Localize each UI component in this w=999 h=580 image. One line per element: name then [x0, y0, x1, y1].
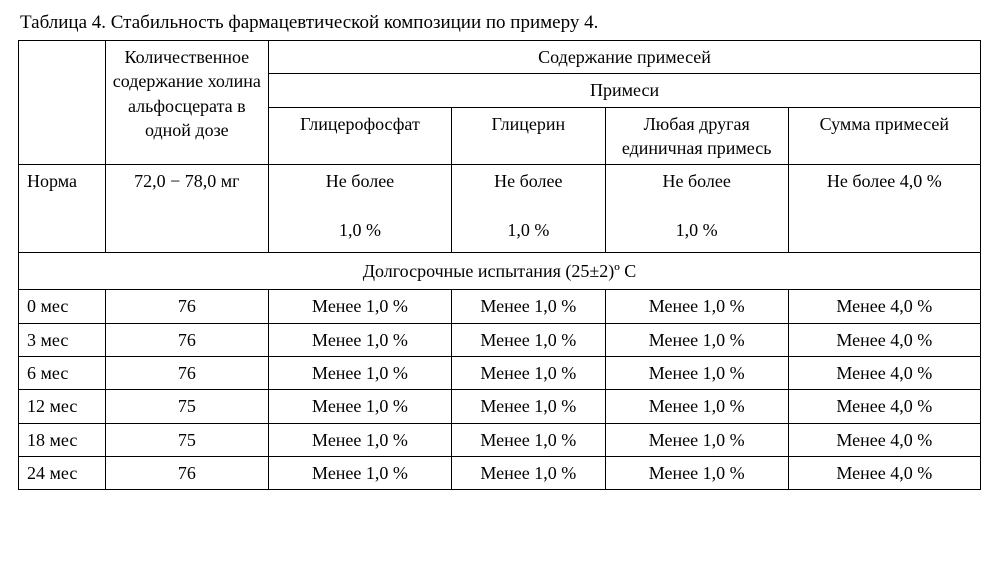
header-impurities-group: Содержание примесей	[269, 41, 981, 74]
row-sum: Менее 4,0 %	[788, 356, 980, 389]
row-time: 3 мес	[19, 323, 106, 356]
table-row-norma: Норма 72,0 − 78,0 мг Не более 1,0 % Не б…	[19, 165, 981, 253]
row-g1: Менее 1,0 %	[269, 423, 452, 456]
row-dose: 76	[105, 290, 269, 323]
row-g3: Менее 1,0 %	[605, 390, 788, 423]
table-row: 18 мес75Менее 1,0 %Менее 1,0 %Менее 1,0 …	[19, 423, 981, 456]
section-title: Долгосрочные испытания (25±2)º С	[19, 253, 981, 290]
row-sum: Менее 4,0 %	[788, 323, 980, 356]
norma-g2-line2: 1,0 %	[507, 220, 549, 240]
table-row: 6 мес76Менее 1,0 %Менее 1,0 %Менее 1,0 %…	[19, 356, 981, 389]
row-g1: Менее 1,0 %	[269, 356, 452, 389]
row-g3: Менее 1,0 %	[605, 290, 788, 323]
row-dose: 76	[105, 456, 269, 489]
row-sum: Менее 4,0 %	[788, 423, 980, 456]
table-header-row-1: Количественное содержание холина альфосц…	[19, 41, 981, 74]
norma-g1-line2: 1,0 %	[339, 220, 381, 240]
row-time: 18 мес	[19, 423, 106, 456]
row-g1: Менее 1,0 %	[269, 456, 452, 489]
row-g3: Менее 1,0 %	[605, 323, 788, 356]
row-dose: 76	[105, 356, 269, 389]
table-row: 0 мес76Менее 1,0 %Менее 1,0 %Менее 1,0 %…	[19, 290, 981, 323]
row-g1: Менее 1,0 %	[269, 390, 452, 423]
row-dose: 75	[105, 423, 269, 456]
row-g3: Менее 1,0 %	[605, 423, 788, 456]
row-dose: 76	[105, 323, 269, 356]
row-g1: Менее 1,0 %	[269, 290, 452, 323]
header-impurities-sub: Примеси	[269, 74, 981, 107]
header-glycerin: Глицерин	[451, 107, 605, 165]
row-g2: Менее 1,0 %	[451, 456, 605, 489]
table-row: 24 мес76Менее 1,0 %Менее 1,0 %Менее 1,0 …	[19, 456, 981, 489]
row-sum: Менее 4,0 %	[788, 456, 980, 489]
norma-label: Норма	[19, 165, 106, 253]
norma-g3-line1: Не более	[662, 171, 730, 191]
row-sum: Менее 4,0 %	[788, 390, 980, 423]
row-time: 24 мес	[19, 456, 106, 489]
norma-dose: 72,0 − 78,0 мг	[105, 165, 269, 253]
row-time: 12 мес	[19, 390, 106, 423]
row-dose: 75	[105, 390, 269, 423]
row-g2: Менее 1,0 %	[451, 390, 605, 423]
header-other-impurity: Любая другая единичная примесь	[605, 107, 788, 165]
section-row: Долгосрочные испытания (25±2)º С	[19, 253, 981, 290]
norma-sum: Не более 4,0 %	[788, 165, 980, 253]
header-sum-impurities: Сумма примесей	[788, 107, 980, 165]
header-blank	[19, 41, 106, 165]
row-time: 0 мес	[19, 290, 106, 323]
row-g1: Менее 1,0 %	[269, 323, 452, 356]
table-caption: Таблица 4. Стабильность фармацевтической…	[20, 12, 981, 34]
norma-glycerin: Не более 1,0 %	[451, 165, 605, 253]
stability-table: Количественное содержание холина альфосц…	[18, 40, 981, 490]
row-time: 6 мес	[19, 356, 106, 389]
row-g2: Менее 1,0 %	[451, 323, 605, 356]
row-g2: Менее 1,0 %	[451, 290, 605, 323]
row-sum: Менее 4,0 %	[788, 290, 980, 323]
norma-g2-line1: Не более	[494, 171, 562, 191]
norma-glycerophosphate: Не более 1,0 %	[269, 165, 452, 253]
table-row: 12 мес75Менее 1,0 %Менее 1,0 %Менее 1,0 …	[19, 390, 981, 423]
norma-g3-line2: 1,0 %	[676, 220, 718, 240]
row-g3: Менее 1,0 %	[605, 356, 788, 389]
norma-g1-line1: Не более	[326, 171, 394, 191]
header-glycerophosphate: Глицерофосфат	[269, 107, 452, 165]
row-g3: Менее 1,0 %	[605, 456, 788, 489]
row-g2: Менее 1,0 %	[451, 423, 605, 456]
row-g2: Менее 1,0 %	[451, 356, 605, 389]
table-row: 3 мес76Менее 1,0 %Менее 1,0 %Менее 1,0 %…	[19, 323, 981, 356]
norma-other: Не более 1,0 %	[605, 165, 788, 253]
header-dose: Количественное содержание холина альфосц…	[105, 41, 269, 165]
